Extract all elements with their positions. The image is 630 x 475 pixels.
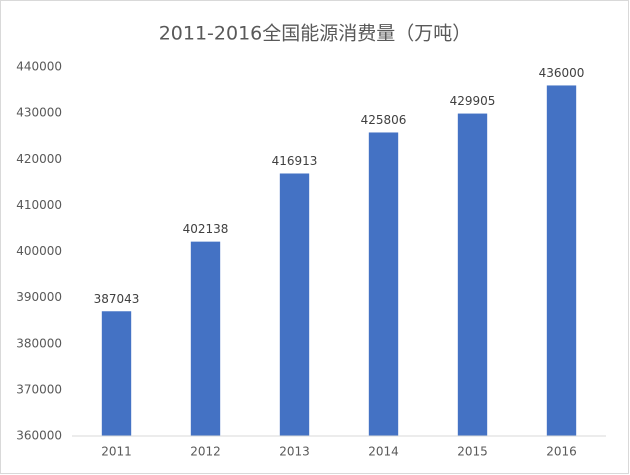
- x-tick-label: 2013: [279, 445, 310, 459]
- data-label: 429905: [450, 94, 496, 108]
- data-label: 402138: [183, 222, 229, 236]
- bar: [101, 311, 132, 436]
- y-tick-label: 420000: [16, 152, 62, 166]
- x-tick-label: 2016: [546, 445, 577, 459]
- y-tick-label: 400000: [16, 244, 62, 258]
- bar: [457, 113, 488, 437]
- y-tick-label: 360000: [16, 429, 62, 443]
- data-label: 436000: [539, 66, 585, 80]
- y-tick-label: 430000: [16, 106, 62, 120]
- data-label: 416913: [272, 154, 318, 168]
- bar: [279, 173, 310, 437]
- y-tick-label: 440000: [16, 60, 62, 74]
- chart-title: 2011-2016全国能源消费量（万吨）: [159, 23, 472, 45]
- bar: [190, 241, 221, 436]
- data-label: 425806: [361, 113, 407, 127]
- data-label: 387043: [94, 292, 140, 306]
- bar: [368, 132, 399, 436]
- x-tick-label: 2011: [101, 445, 132, 459]
- bar: [546, 85, 577, 436]
- y-tick-label: 390000: [16, 290, 62, 304]
- y-tick-label: 370000: [16, 382, 62, 396]
- x-tick-label: 2015: [457, 445, 488, 459]
- y-tick-label: 380000: [16, 336, 62, 350]
- x-tick-label: 2012: [190, 445, 221, 459]
- y-tick-label: 410000: [16, 198, 62, 212]
- x-tick-label: 2014: [368, 445, 399, 459]
